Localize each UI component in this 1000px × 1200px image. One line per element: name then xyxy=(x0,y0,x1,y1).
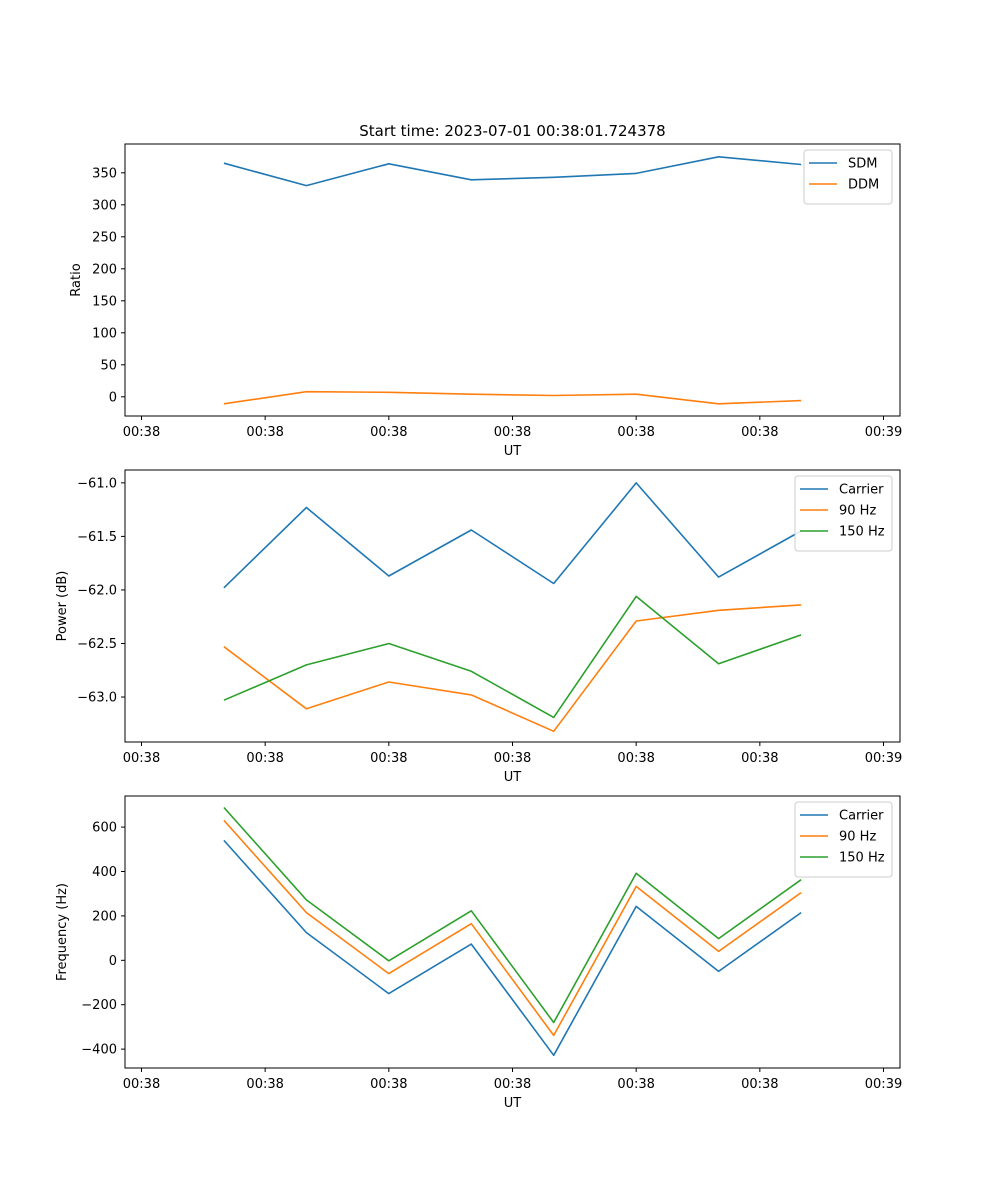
y-tick-label: 150 xyxy=(92,294,117,309)
x-tick-label: 00:38 xyxy=(741,1077,778,1092)
legend-box xyxy=(794,475,893,552)
legend: Carrier 90 Hz 150 Hz xyxy=(794,475,893,552)
legend-label: Carrier xyxy=(839,483,884,498)
x-tick-label: 00:38 xyxy=(370,1077,407,1092)
panels: Start time: 2023-07-01 00:38:01.72437800… xyxy=(55,122,902,1111)
y-axis-label: Power (dB) xyxy=(55,571,70,642)
y-tick-label: 250 xyxy=(92,230,117,245)
panel-3: 00:38 00:38 00:38 00:38 00:38 00:38 00:39 −400 −… xyxy=(55,795,902,1111)
legend-label: 150 Hz xyxy=(839,851,885,866)
y-tick-label: 200 xyxy=(92,909,117,924)
x-tick-label: 00:39 xyxy=(865,425,902,440)
x-tick-label: 00:38 xyxy=(370,425,407,440)
legend: SDM DDM xyxy=(803,149,893,205)
y-tick-label: 200 xyxy=(92,262,117,277)
chart-title: Start time: 2023-07-01 00:38:01.724378 xyxy=(359,122,665,140)
x-tick-label: 00:38 xyxy=(123,1077,160,1092)
axes-frame xyxy=(124,143,901,417)
x-axis-label: UT xyxy=(504,1096,522,1111)
y-tick-label: 0 xyxy=(109,954,117,969)
x-tick-label: 00:38 xyxy=(741,425,778,440)
legend-label: 90 Hz xyxy=(839,830,876,845)
axes-frame xyxy=(124,795,901,1069)
y-tick-label: −63.0 xyxy=(77,691,117,706)
y-tick-label: 600 xyxy=(92,821,117,836)
x-tick-label: 00:38 xyxy=(246,1077,283,1092)
legend-label: Carrier xyxy=(839,809,884,824)
series-line-carrier xyxy=(223,839,802,1057)
series-line-carrier xyxy=(223,482,802,589)
y-axis-label: Frequency (Hz) xyxy=(55,883,70,981)
panel-2: 00:38 00:38 00:38 00:38 00:38 00:38 00:39 −63.0… xyxy=(55,469,902,785)
series-line-150-hz xyxy=(223,595,802,719)
x-tick-label: 00:38 xyxy=(741,751,778,766)
y-tick-label: −62.5 xyxy=(77,637,117,652)
x-axis-label: UT xyxy=(504,444,522,459)
x-tick-label: 00:38 xyxy=(123,425,160,440)
legend: Carrier 90 Hz 150 Hz xyxy=(794,801,893,878)
x-tick-label: 00:38 xyxy=(617,1077,654,1092)
x-tick-label: 00:38 xyxy=(494,425,531,440)
y-tick-label: 300 xyxy=(92,198,117,213)
series-line-90-hz xyxy=(223,819,802,1037)
legend-box xyxy=(794,801,893,878)
y-tick-label: −61.5 xyxy=(77,530,117,545)
legend-label: SDM xyxy=(848,157,877,172)
legend-label: 150 Hz xyxy=(839,525,885,540)
y-tick-label: 50 xyxy=(100,358,117,373)
x-tick-label: 00:38 xyxy=(617,425,654,440)
x-tick-label: 00:38 xyxy=(246,751,283,766)
y-tick-label: 0 xyxy=(109,390,117,405)
y-axis-label: Ratio xyxy=(69,263,84,296)
x-tick-label: 00:38 xyxy=(494,751,531,766)
x-tick-label: 00:38 xyxy=(494,1077,531,1092)
x-tick-label: 00:38 xyxy=(370,751,407,766)
series-line-90-hz xyxy=(223,604,802,733)
axes-frame xyxy=(124,469,901,743)
y-tick-label: −61.0 xyxy=(77,476,117,491)
series-line-sdm xyxy=(223,156,802,187)
series-line-ddm xyxy=(223,390,802,405)
series-line-150-hz xyxy=(223,806,802,1024)
x-tick-label: 00:38 xyxy=(617,751,654,766)
y-tick-label: −200 xyxy=(81,998,117,1013)
x-tick-label: 00:39 xyxy=(865,1077,902,1092)
x-tick-label: 00:38 xyxy=(246,425,283,440)
x-tick-label: 00:38 xyxy=(123,751,160,766)
y-tick-label: 350 xyxy=(92,166,117,181)
y-tick-label: −400 xyxy=(81,1043,117,1058)
x-tick-label: 00:39 xyxy=(865,751,902,766)
y-tick-label: −62.0 xyxy=(77,583,117,598)
y-tick-label: 400 xyxy=(92,865,117,880)
legend-label: 90 Hz xyxy=(839,504,876,519)
panel-1: Start time: 2023-07-01 00:38:01.72437800… xyxy=(69,122,902,459)
legend-label: DDM xyxy=(848,178,879,193)
y-tick-label: 100 xyxy=(92,326,117,341)
x-axis-label: UT xyxy=(504,770,522,785)
